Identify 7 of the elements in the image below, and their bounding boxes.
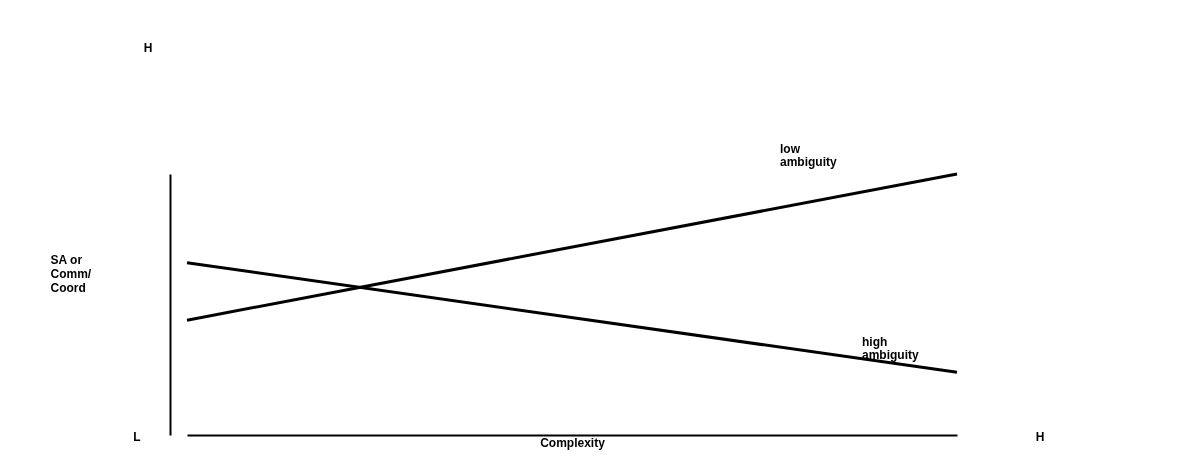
x-axis-title: Complexity [540,435,606,450]
text: H [143,41,153,55]
annotation: L [133,430,141,444]
series-label: high ambiguity [862,335,919,363]
text: low ambiguity [780,142,837,169]
y-axis-title: SA or Comm/ Coord [50,252,92,295]
annotation: H [1035,430,1045,444]
